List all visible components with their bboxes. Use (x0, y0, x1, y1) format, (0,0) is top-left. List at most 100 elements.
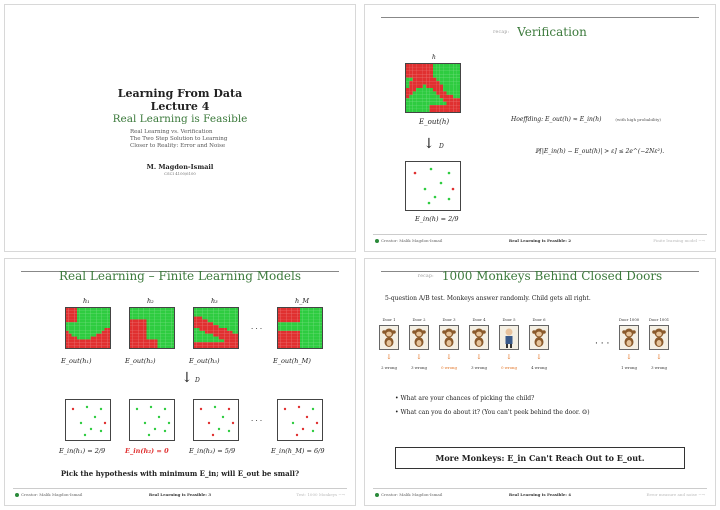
grid-cell-green (433, 98, 437, 102)
grid-cell-green (308, 308, 311, 311)
grid-cell-red (104, 330, 108, 334)
grid-cell-green (85, 308, 88, 311)
grid-cell-green (165, 328, 169, 331)
grid-cell-green (152, 310, 155, 314)
child-icon[interactable] (499, 325, 519, 350)
grid-cell-green (302, 342, 306, 346)
grid-cell-green (77, 316, 80, 320)
grid-cell-green (300, 339, 303, 343)
eout-label: E_out(h₃) (189, 357, 220, 365)
footer-credit: Creator: Malik Magdon-Ismail (21, 492, 83, 497)
grid-cell-red (90, 345, 94, 348)
slide-verification[interactable]: recap: Verification h E_out(h) ↓ D E_in(… (364, 4, 716, 252)
monkey-icon[interactable] (649, 325, 669, 350)
grid-cell-green (294, 325, 298, 328)
grid-cell-green (227, 313, 230, 317)
slide-title[interactable]: Learning From Data Lecture 4 Real Learni… (4, 4, 356, 252)
door-label: Door 5 (502, 317, 516, 322)
grid-cell-red (278, 316, 281, 320)
grid-cell-red (297, 308, 300, 311)
grid-cell-red (436, 108, 440, 112)
footer-next-link[interactable]: Test: 1000 Monkeys −→ (296, 492, 345, 497)
grid-cell-red (412, 81, 417, 85)
footer-next-link[interactable]: Error measure and noise −→ (646, 492, 705, 497)
grid-cell-red (66, 345, 69, 348)
grid-cell-red (412, 84, 417, 88)
grid-cell-red (286, 316, 289, 320)
grid-cell-red (419, 64, 423, 68)
grid-cell-red (71, 316, 75, 320)
grid-cell-red (229, 333, 233, 337)
hoeffding-bound: ℙ[|E_in(h) − E_out(h)| > ε] ≤ 2e^(−2Nε²)… (535, 148, 665, 155)
grid-cell-green (165, 325, 169, 328)
grid-cell-red (196, 325, 200, 328)
grid-cell-red (154, 345, 158, 348)
grid-cell-green (96, 310, 99, 314)
grid-cell-red (104, 345, 108, 348)
grid-cell-red (419, 67, 423, 71)
grid-cell-green (160, 319, 163, 323)
footer-next-link[interactable]: Finite learning model −→ (653, 238, 705, 243)
footer-logo: Creator: Malik Magdon-Ismail (375, 492, 442, 497)
grid-cell-green (416, 91, 420, 95)
grid-cell-green (316, 336, 320, 340)
grid-cell-green (456, 74, 460, 78)
grid-cell-red (232, 333, 236, 337)
slide-monkeys[interactable]: recap: 1000 Monkeys Behind Closed Doors … (364, 258, 716, 506)
grid-cell-green (163, 322, 166, 326)
grid-cell-green (90, 316, 94, 320)
grid-cell-green (311, 322, 314, 326)
grid-cell-green (71, 333, 75, 337)
monkey-icon[interactable] (469, 325, 489, 350)
monkey-icon[interactable] (379, 325, 399, 350)
grid-cell-red (409, 70, 413, 75)
grid-cell-green (235, 325, 238, 328)
monkey-icon[interactable] (619, 325, 639, 350)
grid-cell-red (138, 339, 141, 343)
monkey-icon[interactable] (409, 325, 429, 350)
toc-item: The Two Step Solution to Learning (130, 136, 228, 142)
grid-cell-green (168, 339, 172, 343)
grid-cell-red (446, 98, 450, 102)
grid-cell-green (79, 310, 83, 314)
grid-cell-green (308, 322, 311, 326)
monkey-icon[interactable] (439, 325, 459, 350)
grid-cell-green (308, 345, 311, 348)
monkey-icon[interactable] (529, 325, 549, 350)
grid-cell-green (436, 77, 440, 82)
grid-cell-red (90, 336, 94, 340)
grid-cell-red (205, 319, 208, 323)
grid-cell-green (313, 308, 317, 311)
bullet-item: • What are your chances of picking the c… (395, 395, 535, 402)
grid-cell-red (82, 339, 86, 343)
grid-cell-green (196, 333, 200, 337)
grid-cell-red (210, 342, 214, 346)
grid-cell-green (302, 336, 306, 340)
grid-cell-green (235, 328, 238, 331)
grid-cell-green (171, 330, 174, 334)
grid-cell-red (286, 339, 289, 343)
grid-cell-green (313, 328, 317, 331)
grid-cell-red (71, 313, 75, 317)
grid-cell-green (202, 316, 205, 320)
grid-cell-red (227, 342, 230, 346)
grid-cell-green (171, 310, 174, 314)
grid-cell-green (93, 310, 97, 314)
grid-cell-red (74, 345, 77, 348)
grid-cell-green (446, 81, 450, 85)
grid-cell-green (316, 345, 320, 348)
grid-cell-green (316, 322, 320, 326)
grid-cell-green (74, 325, 77, 328)
grid-cell-red (218, 330, 222, 334)
slide-finite-models[interactable]: Real Learning – Finite Learning Models h… (4, 258, 356, 506)
grid-cell-green (235, 313, 238, 317)
grid-cell-green (82, 313, 86, 317)
grid-cell-red (99, 345, 102, 348)
grid-cell-red (291, 330, 295, 334)
grid-cell-green (163, 308, 166, 311)
grid-cell-green (436, 67, 440, 71)
grid-cell-red (422, 67, 427, 71)
grid-cell-red (286, 319, 289, 323)
grid-cell-red (406, 64, 410, 68)
grid-cell-green (199, 330, 203, 334)
